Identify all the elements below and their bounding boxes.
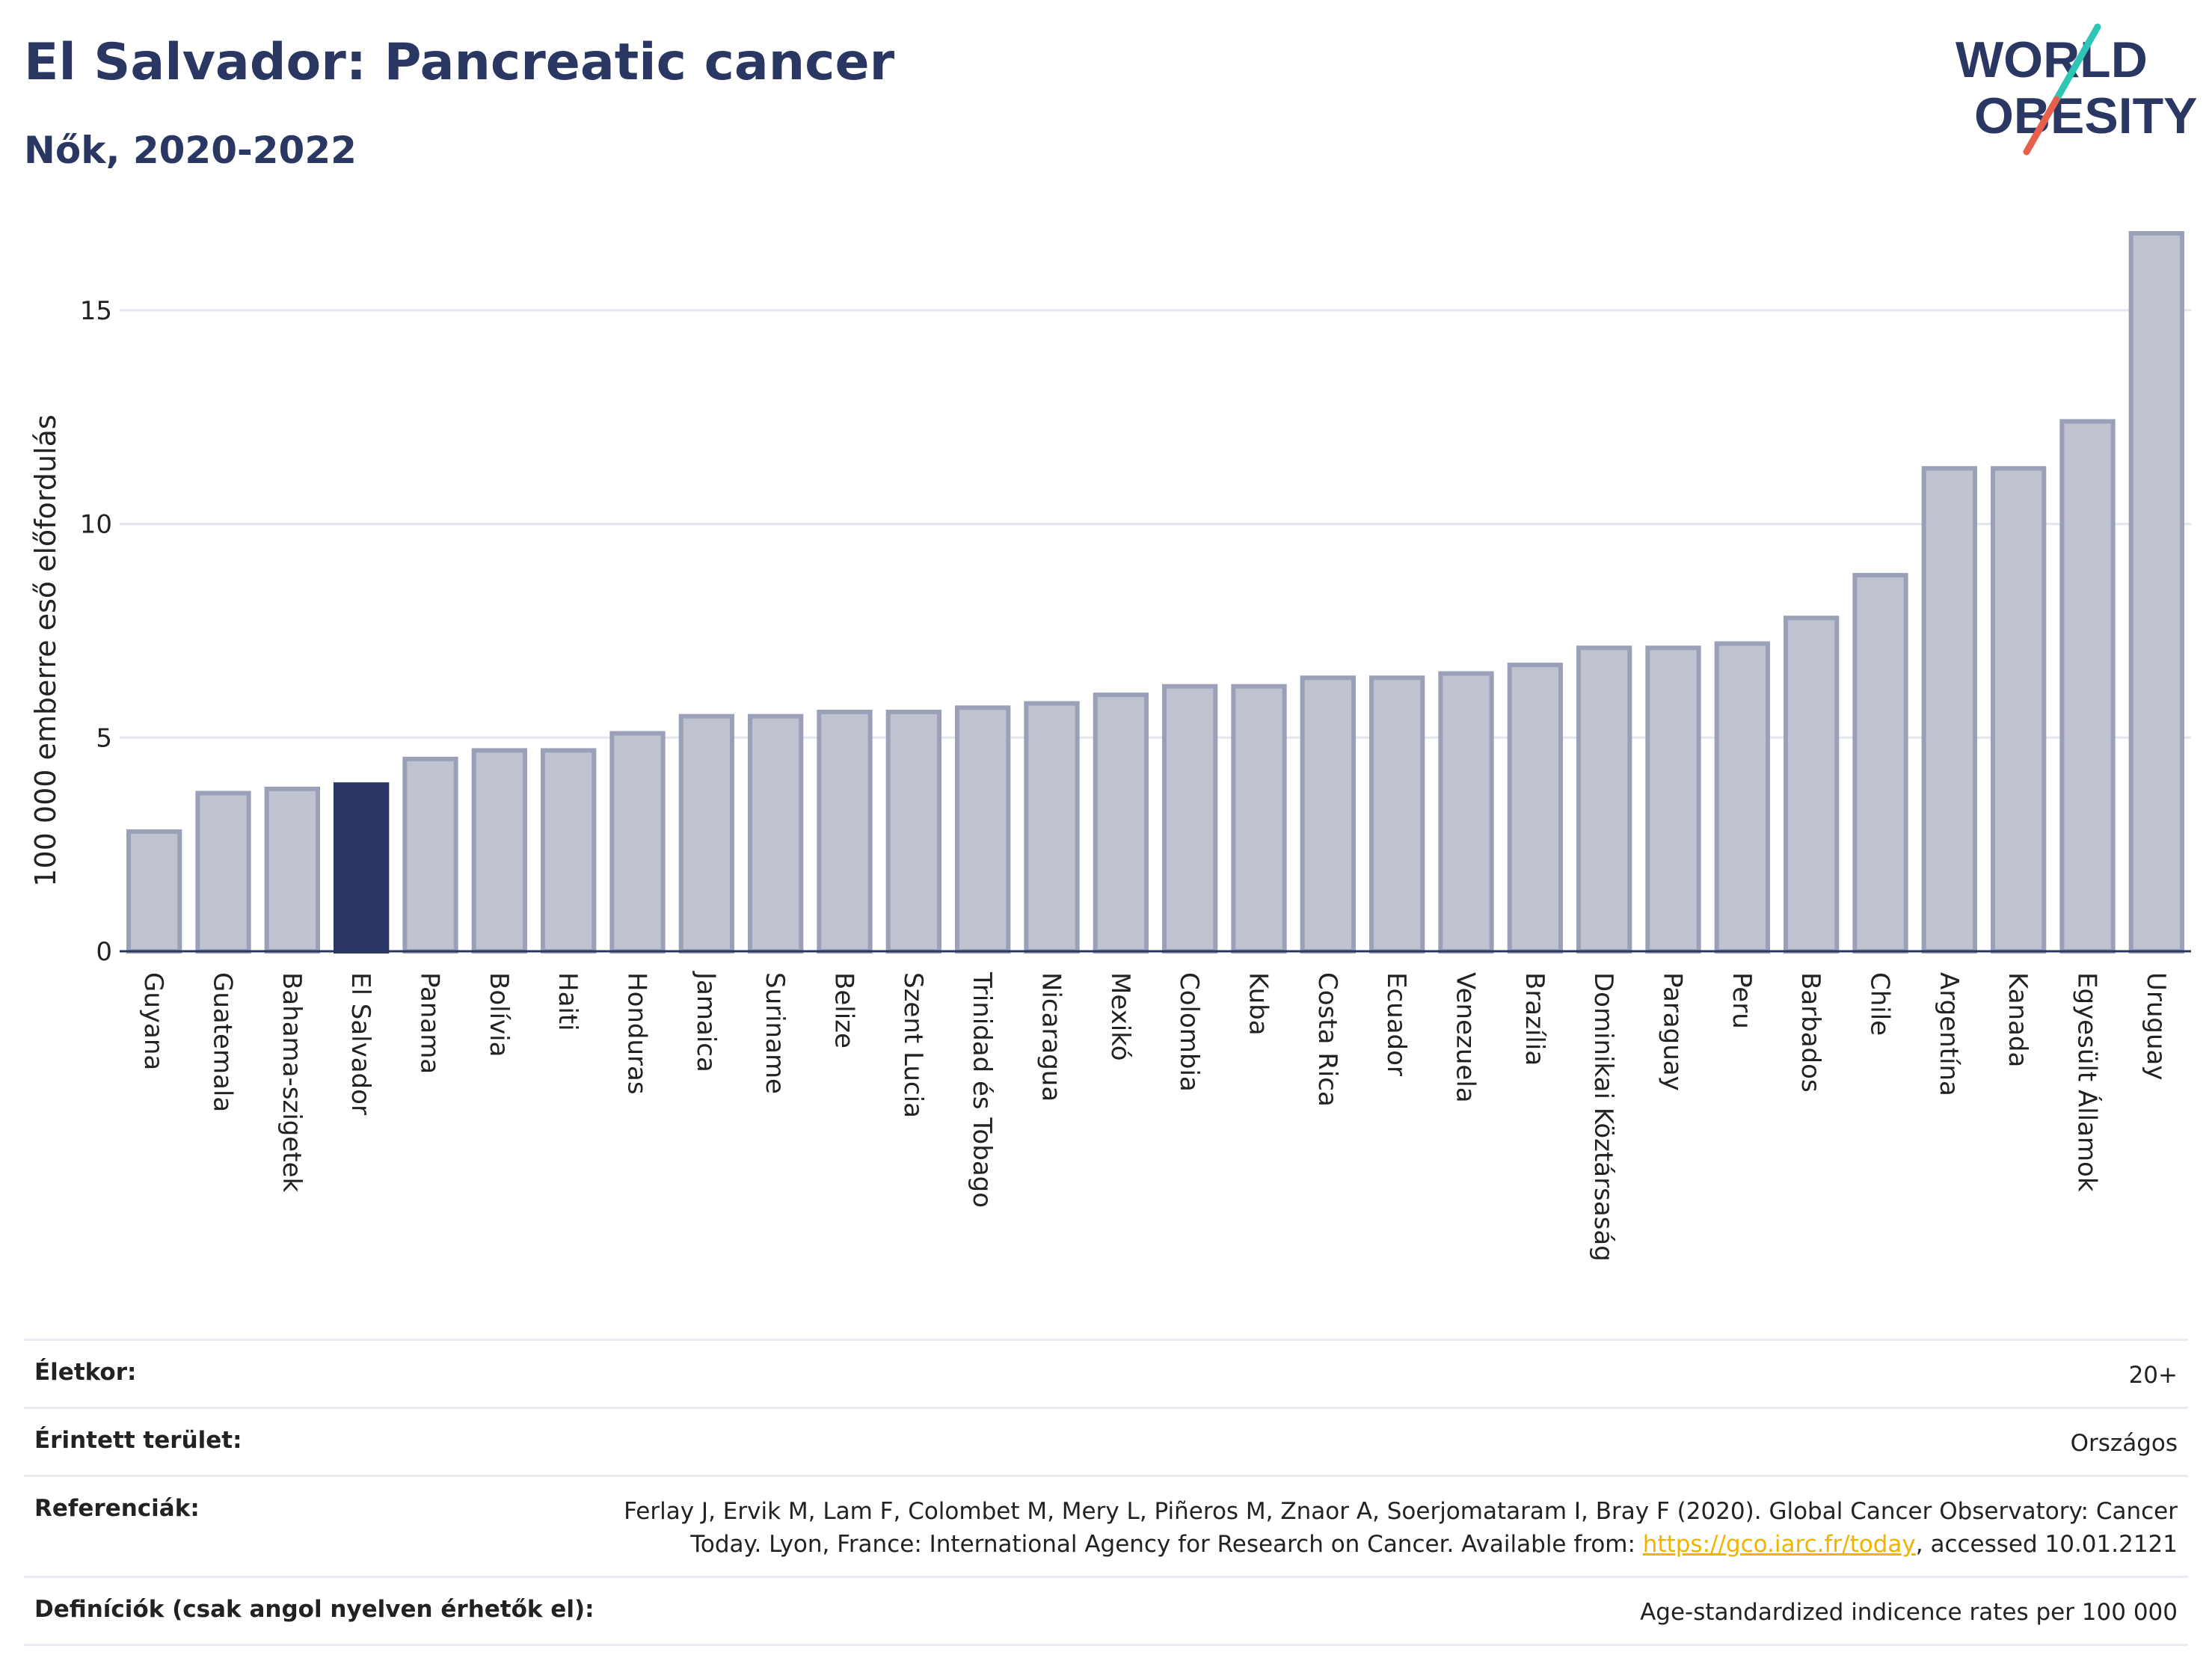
bar-trinidad-s-tobago	[955, 705, 1011, 954]
x-tick-label: Chile	[1865, 972, 1895, 1036]
y-tick-label: 10	[80, 510, 112, 540]
x-tick-label: Dominikai Köztársaság	[1588, 972, 1618, 1262]
x-tick-label: Paraguay	[1658, 972, 1688, 1091]
world-obesity-logo: WORLD OBESITY	[1956, 23, 2198, 156]
x-tick-label: Brazília	[1520, 972, 1549, 1066]
definitions-value: Age-standardized indicence rates per 100…	[1640, 1599, 2178, 1626]
x-tick-label: Argentína	[1934, 972, 1964, 1096]
bar-venezuela	[1438, 671, 1494, 954]
bar-egyes-lt-llamok	[2059, 419, 2116, 954]
bar-dominikai-k-zt-rsas-g	[1576, 645, 1632, 954]
bar-guatemala	[195, 790, 251, 954]
grid-lines	[120, 309, 2191, 739]
x-tick-label: El Salvador	[345, 972, 375, 1115]
x-tick-label: Haiti	[553, 972, 583, 1031]
bar-peru	[1714, 641, 1770, 954]
x-tick-label: Panama	[415, 972, 445, 1074]
bar-bahama-szigetek	[264, 786, 320, 954]
x-tick-label: Peru	[1727, 972, 1757, 1029]
area-value: Országos	[2070, 1430, 2178, 1457]
logo-line-1: WORLD	[1956, 31, 2148, 88]
x-tick-label: Mexikó	[1105, 972, 1135, 1061]
y-tick-label: 0	[96, 937, 112, 967]
info-table: Életkor: 20+ Érintett terület: Országos …	[24, 1339, 2188, 1646]
bar-bol-via	[471, 748, 527, 954]
x-tick-label: Guyana	[138, 972, 168, 1070]
x-tick-label: Szent Lucia	[898, 972, 928, 1118]
x-tick-label: Bahama-szigetek	[277, 972, 307, 1193]
x-tick-label: Kanada	[2003, 972, 2033, 1067]
bar-uruguay	[2128, 231, 2184, 954]
bar-nicaragua	[1024, 701, 1080, 954]
x-tick-label: Honduras	[622, 972, 652, 1095]
x-tick-label: Venezuela	[1451, 972, 1481, 1103]
x-tick-label: Belize	[829, 972, 859, 1048]
bar-guyana	[126, 829, 182, 954]
reference-text-2: Today. Lyon, France: International Agenc…	[690, 1531, 1643, 1558]
bar-mexik-	[1093, 693, 1149, 954]
x-tick-label: Costa Rica	[1312, 972, 1342, 1107]
references-value: Ferlay J, Ervik M, Lam F, Colombet M, Me…	[624, 1495, 2178, 1561]
x-tick-label: Uruguay	[2141, 972, 2171, 1081]
x-tick-label: Trinidad és Tobago	[967, 971, 997, 1208]
x-tick-label: Suriname	[760, 972, 790, 1094]
info-row-definitions: Definíciók (csak angol nyelven érhetők e…	[24, 1576, 2188, 1646]
bar-el-salvador	[334, 782, 390, 954]
age-value: 20+	[2128, 1362, 2178, 1389]
logo-line-2: OBESITY	[1974, 87, 2198, 144]
bar-haiti	[541, 748, 597, 954]
bar-belize	[817, 710, 873, 954]
x-tick-label: Jamaica	[691, 971, 721, 1072]
bar-ecuador	[1369, 675, 1425, 954]
age-label: Életkor:	[34, 1359, 137, 1386]
bar-kuba	[1231, 684, 1287, 954]
bar-colombia	[1162, 684, 1218, 954]
bar-jamaica	[678, 713, 734, 954]
info-row-references: Referenciák: Ferlay J, Ervik M, Lam F, C…	[24, 1475, 2188, 1576]
bar-kanada	[1991, 466, 2047, 954]
bar-barbados	[1784, 615, 1840, 954]
reference-text-1: Ferlay J, Ervik M, Lam F, Colombet M, Me…	[624, 1498, 2178, 1525]
chart-subtitle: Nők, 2020-2022	[24, 129, 357, 172]
bar-honduras	[609, 731, 666, 954]
y-tick-label: 15	[80, 296, 112, 326]
reference-link[interactable]: https://gco.iarc.fr/today	[1642, 1531, 1916, 1558]
x-tick-label: Bolívia	[484, 972, 514, 1057]
definitions-label: Definíciók (csak angol nyelven érhetők e…	[34, 1596, 595, 1623]
chart-title: El Salvador: Pancreatic cancer	[24, 33, 895, 92]
x-tick-label: Barbados	[1795, 972, 1825, 1093]
y-axis-label: 100 000 emberre eső előfordulás	[29, 414, 62, 886]
y-tick-label: 5	[96, 723, 112, 753]
bar-paraguay	[1645, 645, 1701, 954]
references-label: Referenciák:	[34, 1495, 200, 1522]
info-row-area: Érintett terület: Országos	[24, 1407, 2188, 1475]
x-tick-label: Nicaragua	[1036, 972, 1066, 1102]
x-tick-label: Guatemala	[208, 972, 238, 1112]
info-row-age: Életkor: 20+	[24, 1339, 2188, 1407]
bar-braz-lia	[1507, 663, 1563, 954]
bar-chile	[1852, 573, 1908, 954]
x-tick-label: Egyesült Államok	[2072, 972, 2103, 1192]
bar-panama	[402, 756, 458, 954]
reference-text-3: , accessed 10.01.2121	[1915, 1531, 2178, 1558]
bar-chart: 0 5 10 15 100 000 emberre eső előfordulás G…	[29, 231, 2191, 1262]
bar-szent-lucia	[885, 710, 941, 954]
x-tick-label: Ecuador	[1381, 972, 1411, 1076]
y-tick-labels: 0 5 10 15	[80, 296, 112, 967]
bar-argent-na	[1921, 466, 1977, 954]
x-tick-labels: Guyana Guatemala Bahama-szigetek El Salvado…	[138, 971, 2171, 1262]
x-tick-label: Kuba	[1244, 972, 1274, 1036]
bar-suriname	[748, 713, 804, 954]
bars	[126, 231, 2184, 954]
x-tick-label: Colombia	[1174, 972, 1204, 1092]
bar-costa-rica	[1300, 675, 1356, 954]
area-label: Érintett terület:	[34, 1427, 242, 1454]
